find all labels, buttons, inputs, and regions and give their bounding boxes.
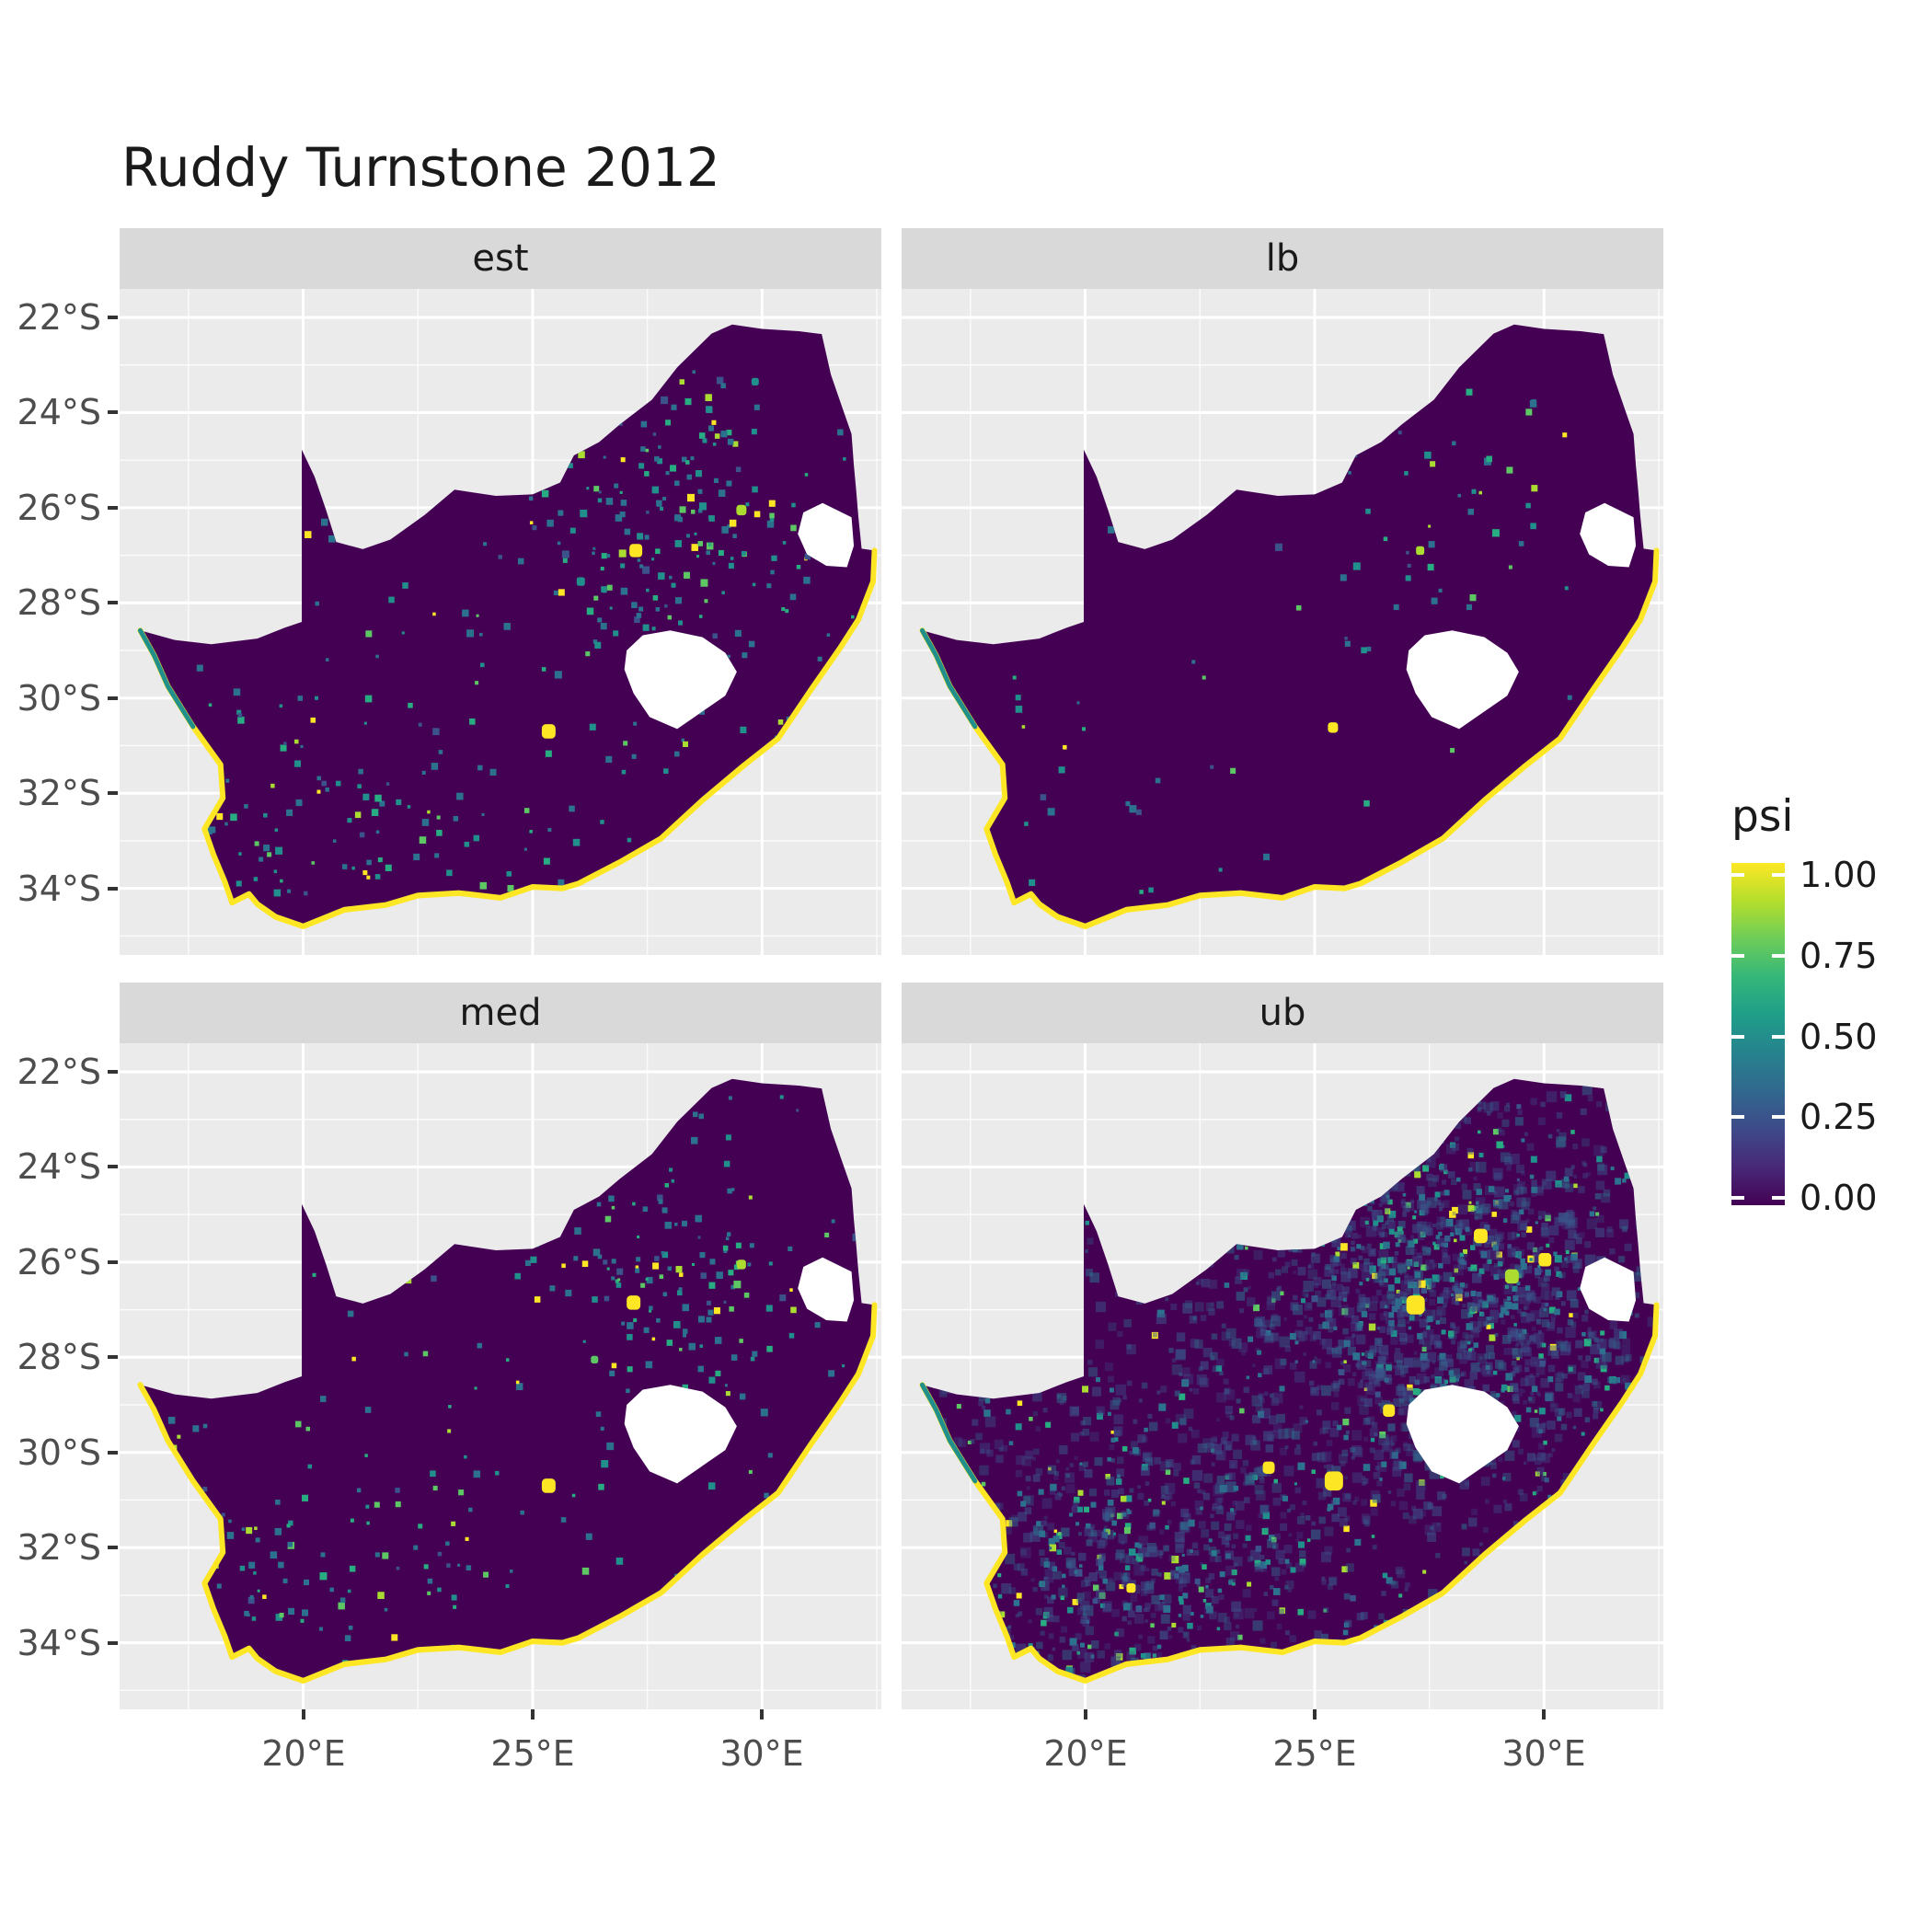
lesotho-hole bbox=[1406, 630, 1519, 730]
legend-tick-label: 0.25 bbox=[1800, 1097, 1878, 1137]
eswatini-hole bbox=[1580, 1257, 1637, 1322]
y-axis-tick bbox=[108, 791, 118, 795]
panel-lb bbox=[902, 289, 1663, 955]
colorbar-tick bbox=[1731, 1196, 1744, 1200]
x-axis-tick bbox=[531, 1709, 535, 1719]
colorbar-tick bbox=[1772, 1035, 1785, 1039]
colorbar-tick bbox=[1731, 873, 1744, 877]
facet-strip-ub: ub bbox=[902, 983, 1663, 1043]
legend-tick-label: 1.00 bbox=[1800, 855, 1878, 895]
y-axis-tick bbox=[108, 1165, 118, 1168]
y-axis-tick bbox=[108, 1355, 118, 1359]
nw-coast-accent bbox=[137, 627, 196, 730]
eswatini-hole bbox=[798, 1257, 855, 1322]
y-axis-label: 26°S bbox=[17, 488, 101, 528]
y-axis-tick bbox=[108, 1451, 118, 1455]
coastline-high-psi bbox=[919, 1302, 1660, 1685]
legend-tick-label: 0.75 bbox=[1800, 936, 1878, 976]
colorbar-tick bbox=[1731, 1115, 1744, 1119]
y-axis-label: 30°S bbox=[17, 1432, 101, 1473]
land-raster bbox=[140, 1078, 875, 1681]
y-axis-label: 34°S bbox=[17, 1623, 101, 1663]
y-axis-tick bbox=[108, 601, 118, 604]
map-lb bbox=[902, 289, 1663, 955]
lesotho-hole bbox=[1406, 1385, 1519, 1484]
colorbar-tick bbox=[1731, 954, 1744, 958]
y-axis-label: 26°S bbox=[17, 1242, 101, 1282]
y-axis-label: 30°S bbox=[17, 678, 101, 719]
eswatini-hole bbox=[798, 502, 855, 568]
x-axis-label: 30°E bbox=[719, 1733, 804, 1774]
eswatini-hole bbox=[1580, 502, 1637, 568]
facet-strip-med: med bbox=[120, 983, 881, 1043]
facet-strip-lb: lb bbox=[902, 228, 1663, 289]
legend-title: psi bbox=[1731, 791, 1794, 842]
x-axis-tick bbox=[760, 1709, 764, 1719]
y-axis-label: 28°S bbox=[17, 1337, 101, 1377]
y-axis-label: 32°S bbox=[17, 1527, 101, 1568]
x-axis-label: 20°E bbox=[1043, 1733, 1128, 1774]
map-med bbox=[120, 1043, 881, 1709]
y-axis-label: 22°S bbox=[17, 297, 101, 338]
legend-colorbar bbox=[1731, 863, 1785, 1205]
plot-title: Ruddy Turnstone 2012 bbox=[121, 136, 720, 199]
colorbar-tick bbox=[1772, 873, 1785, 877]
coastline-high-psi bbox=[137, 1302, 878, 1685]
land-raster bbox=[922, 324, 1657, 926]
y-axis-tick bbox=[108, 1546, 118, 1549]
facet-strip-label: est bbox=[472, 237, 529, 280]
lesotho-hole bbox=[624, 1385, 737, 1484]
x-axis-label: 20°E bbox=[261, 1733, 346, 1774]
y-axis-label: 22°S bbox=[17, 1052, 101, 1092]
nw-coast-accent bbox=[919, 627, 978, 730]
y-axis-label: 24°S bbox=[17, 392, 101, 432]
facet-strip-est: est bbox=[120, 228, 881, 289]
nw-coast-accent bbox=[919, 1382, 978, 1484]
legend-tick-label: 0.00 bbox=[1800, 1178, 1878, 1218]
speckle-layer bbox=[922, 1078, 1657, 1681]
facet-strip-label: med bbox=[459, 992, 542, 1034]
facet-strip-label: lb bbox=[1265, 237, 1300, 280]
panel-ub bbox=[902, 1043, 1663, 1709]
speckle-layer bbox=[143, 339, 855, 926]
coastline-high-psi bbox=[919, 547, 1660, 930]
panel-med bbox=[120, 1043, 881, 1709]
y-axis-label: 34°S bbox=[17, 868, 101, 909]
coastline-high-psi bbox=[137, 547, 878, 930]
colorbar-tick bbox=[1731, 1035, 1744, 1039]
colorbar-tick bbox=[1772, 1196, 1785, 1200]
legend-tick-label: 0.50 bbox=[1800, 1017, 1878, 1057]
map-ub bbox=[902, 1043, 1663, 1709]
y-axis-label: 32°S bbox=[17, 773, 101, 813]
lesotho-hole bbox=[624, 630, 737, 730]
y-axis-tick bbox=[108, 1641, 118, 1645]
y-axis-tick bbox=[108, 1070, 118, 1074]
x-axis-tick bbox=[302, 1709, 305, 1719]
y-axis-tick bbox=[108, 1260, 118, 1264]
x-axis-tick bbox=[1084, 1709, 1087, 1719]
panel-est bbox=[120, 289, 881, 955]
facet-strip-label: ub bbox=[1259, 992, 1306, 1034]
colorbar-tick bbox=[1772, 1115, 1785, 1119]
x-axis-tick bbox=[1542, 1709, 1546, 1719]
map-est bbox=[120, 289, 881, 955]
y-axis-tick bbox=[108, 316, 118, 319]
y-axis-tick bbox=[108, 410, 118, 414]
y-axis-tick bbox=[108, 696, 118, 700]
x-axis-label: 30°E bbox=[1501, 1733, 1586, 1774]
x-axis-tick bbox=[1313, 1709, 1317, 1719]
y-axis-tick bbox=[108, 506, 118, 510]
y-axis-label: 28°S bbox=[17, 582, 101, 623]
y-axis-label: 24°S bbox=[17, 1146, 101, 1187]
y-axis-tick bbox=[108, 887, 118, 891]
x-axis-label: 25°E bbox=[1272, 1733, 1357, 1774]
colorbar-tick bbox=[1772, 954, 1785, 958]
x-axis-label: 25°E bbox=[490, 1733, 575, 1774]
